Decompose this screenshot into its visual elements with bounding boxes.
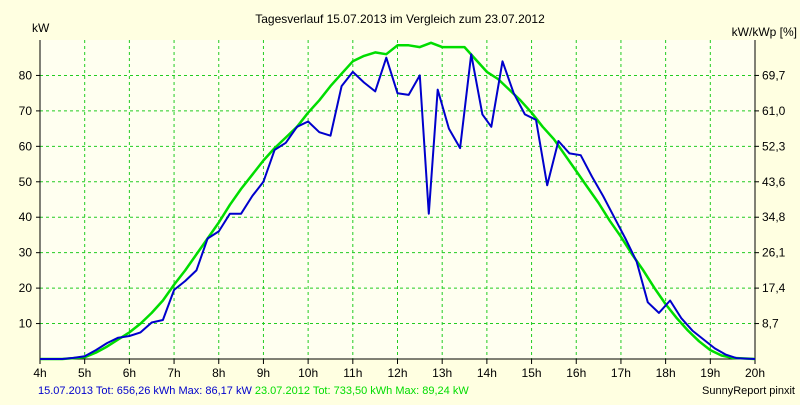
y-right-tick-label: 17,4: [762, 281, 786, 295]
y-right-tick-label: 43,6: [762, 175, 786, 189]
x-tick-label: 8h: [212, 366, 225, 380]
y-left-tick-label: 30: [19, 246, 33, 260]
x-tick-label: 18h: [656, 366, 676, 380]
x-tick-label: 4h: [33, 366, 46, 380]
legend: 15.07.2013 Tot: 656,26 kWh Max: 86,17 kW…: [38, 385, 469, 397]
y-right-tick-label: 8,7: [762, 317, 779, 331]
y-left-tick-label: 20: [19, 281, 33, 295]
right-axis-label: kW/kWp [%]: [732, 25, 797, 39]
y-right-tick-label: 26,1: [762, 246, 786, 260]
legend-series-stats: Tot: 733,50 kWh Max: 89,24 kW: [313, 385, 470, 397]
y-right-tick-label: 69,7: [762, 68, 786, 82]
legend-series-name: 23.07.2012: [255, 385, 313, 397]
x-tick-label: 11h: [343, 366, 362, 380]
x-tick-label: 7h: [167, 366, 180, 380]
x-tick-label: 15h: [522, 366, 542, 380]
y-left-tick-label: 10: [19, 317, 33, 331]
x-tick-label: 17h: [611, 366, 631, 380]
x-tick-label: 19h: [700, 366, 720, 380]
legend-series-stats: Tot: 656,26 kWh Max: 86,17 kW: [96, 385, 255, 397]
y-right-tick-label: 52,3: [762, 139, 786, 153]
y-left-tick-label: 40: [19, 210, 33, 224]
y-left-tick-label: 70: [19, 104, 33, 118]
chart-title: Tagesverlauf 15.07.2013 im Vergleich zum…: [255, 12, 545, 26]
y-left-tick-label: 60: [19, 139, 33, 153]
y-left-tick-label: 50: [19, 175, 33, 189]
x-tick-label: 6h: [123, 366, 136, 380]
left-axis-label: kW: [32, 21, 50, 35]
y-right-tick-label: 61,0: [762, 104, 786, 118]
x-tick-label: 9h: [257, 366, 270, 380]
x-tick-label: 16h: [566, 366, 586, 380]
series-line-15-07-2013: [40, 53, 756, 360]
y-left-tick-label: 80: [19, 68, 33, 82]
x-tick-label: 5h: [78, 366, 91, 380]
series-line-23-07-2012: [40, 41, 756, 361]
x-tick-label: 13h: [432, 366, 452, 380]
legend-series-name: 15.07.2013: [38, 385, 96, 397]
x-tick-label: 10h: [298, 366, 318, 380]
x-tick-label: 14h: [477, 366, 497, 380]
y-right-tick-label: 34,8: [762, 210, 786, 224]
x-tick-label: 20h: [745, 366, 765, 380]
watermark-label: SunnyReport pinxit: [702, 385, 795, 397]
x-tick-label: 12h: [387, 366, 407, 380]
